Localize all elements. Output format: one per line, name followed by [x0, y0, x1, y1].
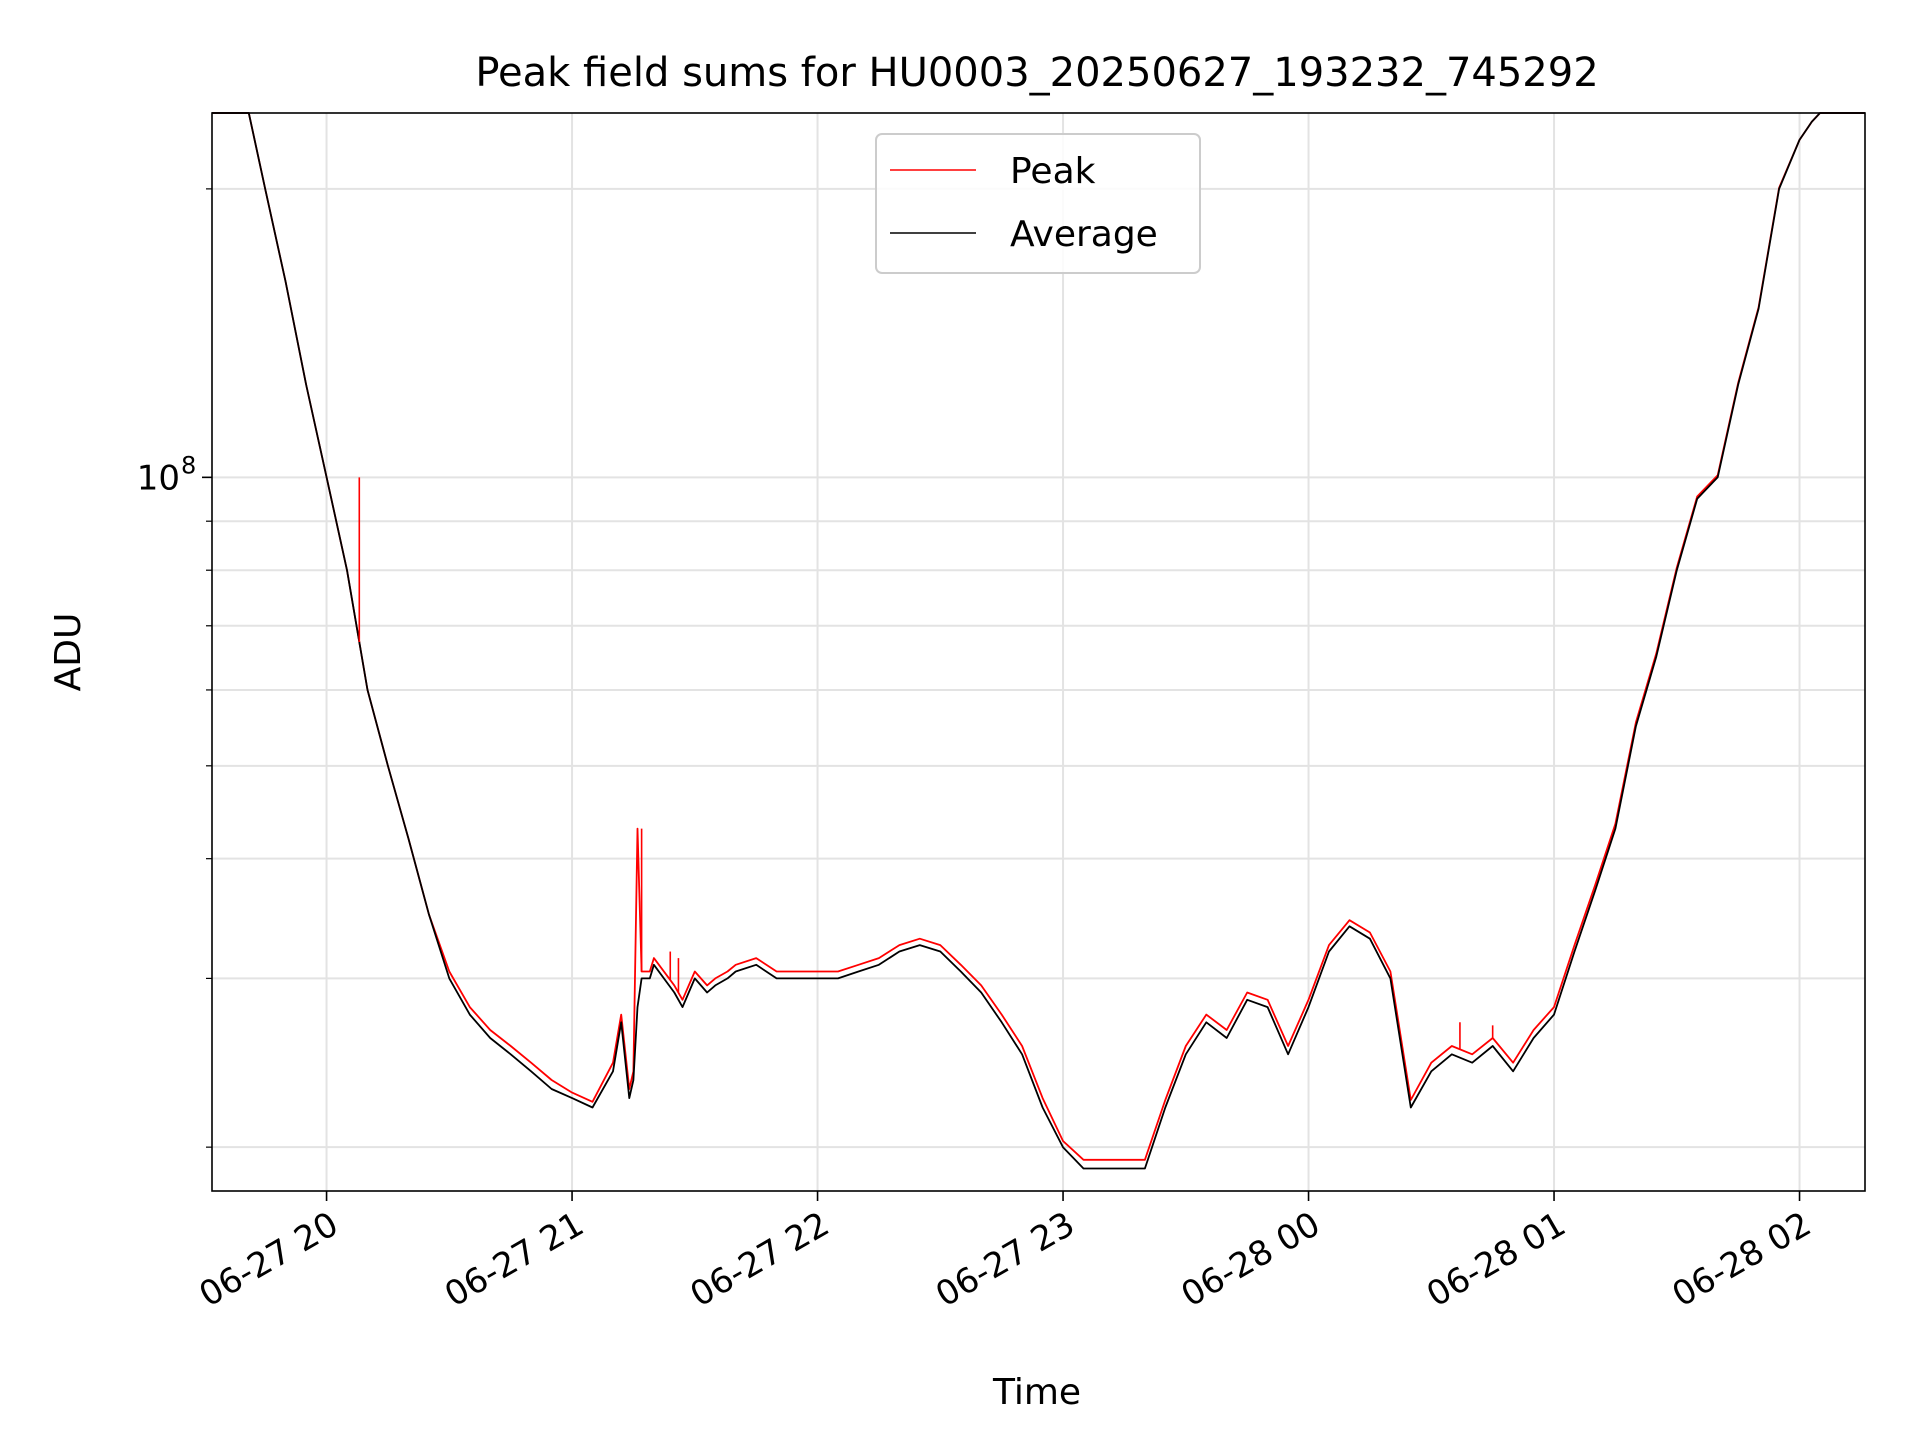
- legend-label-peak: Peak: [1010, 151, 1096, 192]
- x-axis-label: Time: [992, 1372, 1081, 1413]
- y-tick-label: 10: [137, 458, 180, 498]
- chart-title: Peak field sums for HU0003_20250627_1932…: [475, 50, 1598, 96]
- legend: Peak Average: [875, 133, 1201, 274]
- plot-frame: [211, 112, 1866, 1192]
- series-line-peak: [212, 112, 1865, 1161]
- series-layer: [212, 112, 1865, 1170]
- y-axis-label: ADU: [48, 613, 89, 692]
- legend-frame: [875, 133, 1201, 274]
- y-axis: 10 8: [137, 188, 212, 1148]
- series-line-average: [212, 112, 1865, 1170]
- grid: [212, 113, 1865, 1191]
- legend-label-average: Average: [1010, 214, 1158, 255]
- y-tick-label-exponent: 8: [181, 451, 196, 479]
